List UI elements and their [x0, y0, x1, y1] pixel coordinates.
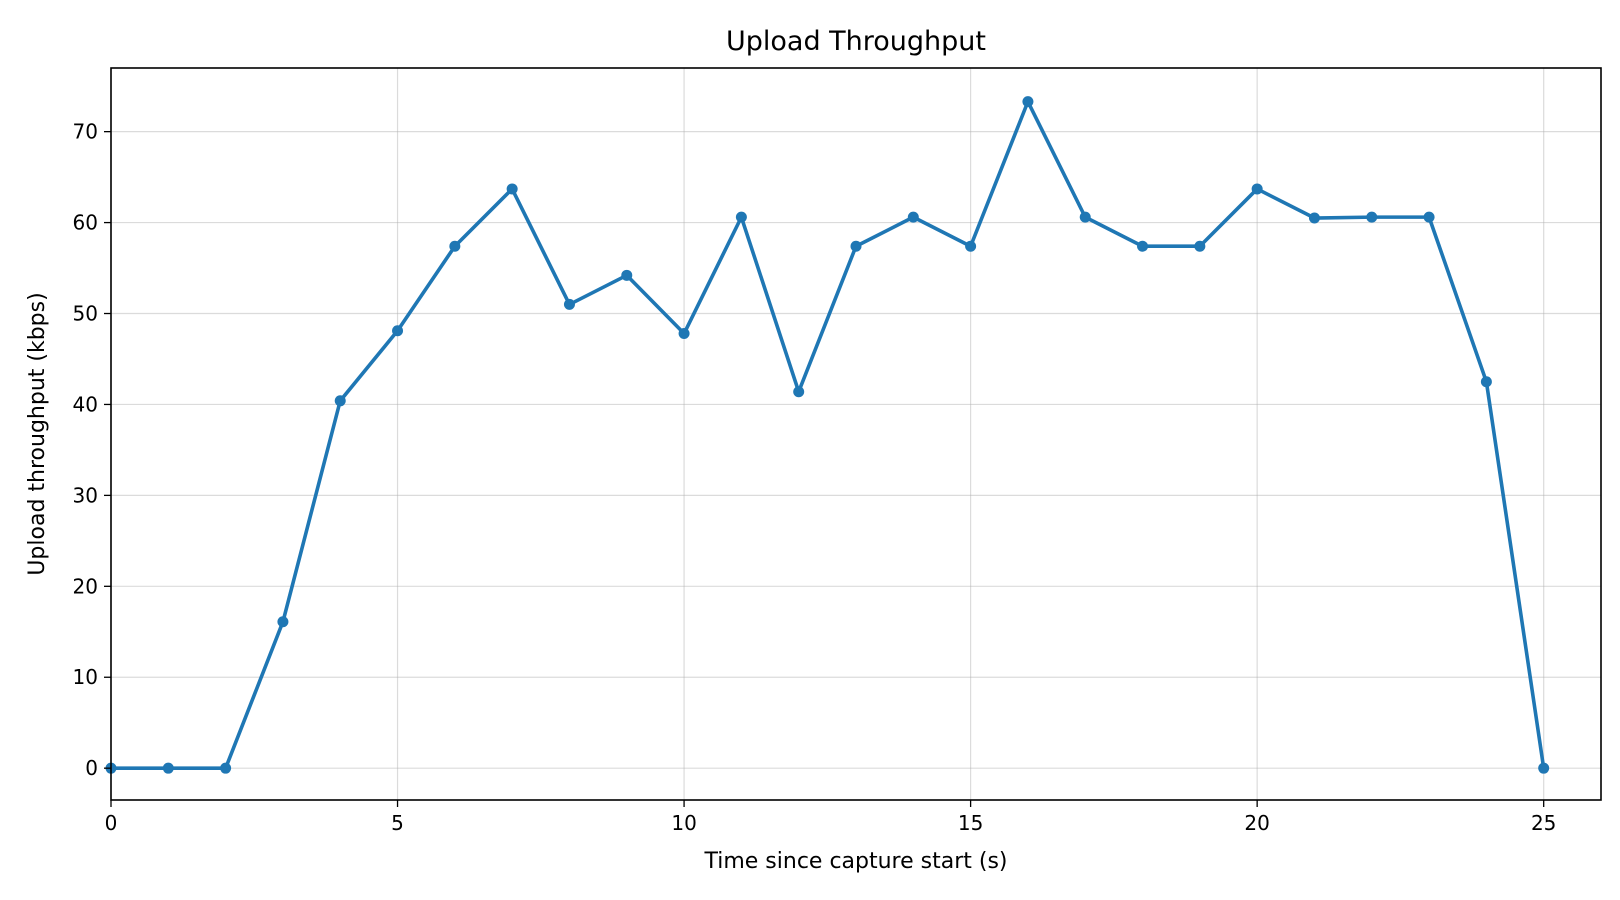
data-point: [850, 240, 862, 252]
y-tick-label: 20: [73, 574, 98, 598]
y-tick-label: 50: [73, 302, 98, 326]
data-point: [1480, 376, 1492, 388]
y-tick-label: 10: [73, 665, 98, 689]
grid: [110, 68, 1601, 800]
x-axis-label: Time since capture start (s): [703, 849, 1007, 874]
x-tick-label: 10: [671, 811, 696, 835]
data-point: [506, 183, 518, 195]
x-tick-label: 5: [391, 811, 404, 835]
data-point: [1308, 212, 1320, 224]
data-point: [220, 762, 232, 774]
data-point: [965, 240, 977, 252]
plot-frame: [110, 67, 1602, 801]
data-point: [1137, 240, 1149, 252]
x-tick-label: 25: [1531, 811, 1556, 835]
data-point: [1194, 240, 1206, 252]
y-tick-label: 0: [85, 756, 98, 780]
data-point: [1423, 211, 1435, 223]
data-point: [392, 325, 404, 337]
data-point: [678, 328, 690, 340]
data-point: [162, 762, 174, 774]
data-point: [735, 211, 747, 223]
data-point: [449, 240, 461, 252]
data-point: [1079, 211, 1091, 223]
data-point: [277, 616, 289, 628]
data-point: [1538, 762, 1550, 774]
y-tick-label: 70: [73, 120, 98, 144]
data-point: [563, 298, 575, 310]
y-tick-label: 40: [73, 392, 98, 416]
series-line: [109, 99, 1546, 770]
data-point: [621, 269, 633, 281]
data-point: [1022, 96, 1034, 108]
data-point: [334, 395, 346, 407]
data-point: [793, 386, 805, 398]
series-layer: [105, 96, 1550, 774]
data-point: [907, 211, 919, 223]
y-tick-label: 60: [73, 211, 98, 235]
x-tick-label: 20: [1244, 811, 1269, 835]
data-point: [1251, 183, 1263, 195]
y-tick-label: 30: [73, 483, 98, 507]
chart-title: Upload Throughput: [726, 26, 986, 57]
axis-ticks: 0 5 10 15 20 25 0 10 20 30 40 50 60 70: [73, 120, 1557, 835]
data-point: [1366, 211, 1378, 223]
x-tick-label: 15: [958, 811, 983, 835]
y-axis-label: Upload throughput (kbps): [25, 292, 50, 575]
x-tick-label: 0: [105, 811, 118, 835]
